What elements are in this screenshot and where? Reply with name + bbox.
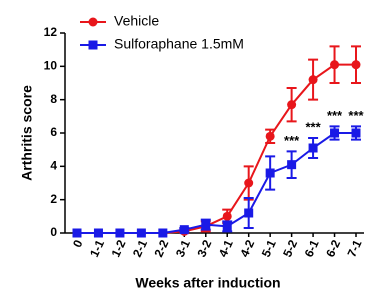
y-tick-label: 12 [44, 25, 58, 39]
marker [72, 228, 82, 238]
marker [351, 60, 361, 70]
x-tick-label: 6-2 [323, 237, 343, 259]
marker [136, 228, 146, 238]
marker [265, 168, 275, 178]
x-tick-label: 2-2 [151, 237, 171, 259]
x-tick-label: 0 [70, 237, 86, 249]
marker [287, 100, 297, 110]
x-tick-label: 7-1 [345, 237, 365, 259]
marker [330, 128, 340, 138]
marker [222, 221, 232, 231]
significance-label: *** [348, 108, 364, 123]
significance-label: *** [305, 119, 321, 134]
marker [265, 131, 275, 141]
marker [351, 128, 361, 138]
marker [201, 220, 211, 230]
significance-label: *** [327, 108, 343, 123]
x-tick-label: 5-1 [259, 237, 279, 259]
marker [93, 228, 103, 238]
x-tick-label: 1-2 [108, 237, 128, 259]
x-tick-label: 2-1 [130, 237, 150, 259]
x-tick-label: 5-2 [280, 237, 300, 259]
y-tick-label: 10 [44, 59, 58, 73]
x-tick-label: 1-1 [87, 237, 107, 259]
y-axis-title: Arthritis score [19, 85, 35, 181]
legend-label: Vehicle [114, 13, 159, 29]
marker [115, 228, 125, 238]
legend-label: Sulforaphane 1.5mM [114, 36, 244, 52]
x-axis-title: Weeks after induction [135, 275, 280, 291]
x-tick-label: 3-2 [194, 237, 214, 259]
marker [179, 225, 189, 235]
marker [158, 228, 168, 238]
marker [330, 60, 340, 70]
x-tick-label: 4-1 [216, 237, 236, 259]
legend-marker [88, 17, 98, 27]
legend-marker [88, 40, 98, 50]
marker [244, 208, 254, 218]
y-tick-label: 6 [50, 125, 57, 139]
y-tick-label: 4 [50, 159, 57, 173]
marker [222, 211, 232, 221]
marker [244, 178, 254, 188]
marker [287, 160, 297, 170]
y-tick-label: 8 [50, 92, 57, 106]
x-tick-label: 3-1 [173, 237, 193, 259]
y-tick-label: 2 [50, 192, 57, 206]
y-tick-label: 0 [50, 225, 57, 239]
x-tick-label: 4-2 [237, 237, 257, 259]
x-tick-label: 6-1 [302, 237, 322, 259]
significance-label: *** [284, 133, 300, 148]
marker [308, 143, 318, 153]
marker [308, 75, 318, 85]
